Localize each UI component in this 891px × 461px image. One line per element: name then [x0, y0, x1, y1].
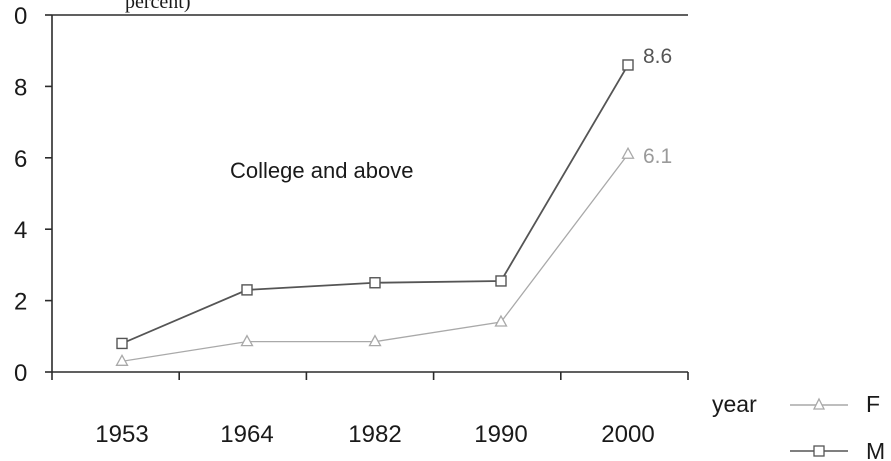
data-point-m [116, 337, 128, 350]
data-point-m [241, 284, 253, 296]
legend-marker-f [812, 397, 826, 410]
y-tick-label: 8 [14, 74, 27, 101]
data-point-m [369, 277, 381, 289]
y-tick-label: 2 [14, 289, 27, 316]
x-tick-label: 1990 [474, 421, 527, 448]
x-tick-label: 1953 [95, 421, 148, 448]
x-tick-label: 1964 [220, 421, 273, 448]
end-label-f: 6.1 [643, 145, 672, 168]
series-layer [115, 59, 635, 366]
series-line-f [121, 153, 629, 362]
x-ticks: 1953 1964 1982 1990 2000 [51, 372, 689, 448]
chart-title-fragment: percent) [125, 0, 191, 13]
data-point-f [494, 314, 508, 327]
end-label-m: 8.6 [643, 45, 672, 68]
legend-label-m: M [866, 438, 885, 461]
legend-label-f: F [866, 391, 880, 417]
y-ticks: 0 2 4 6 8 0 [14, 3, 52, 387]
data-point-m [622, 59, 634, 71]
data-point-f [115, 353, 129, 366]
y-tick-label: 6 [14, 146, 27, 173]
legend-marker-m [813, 445, 825, 457]
y-tick-label: 0 [14, 360, 27, 387]
series-line-m [121, 64, 629, 345]
x-tick-label: 2000 [601, 421, 654, 448]
data-point-f [621, 146, 635, 159]
x-axis-label: year [712, 391, 757, 417]
data-point-f [240, 334, 254, 347]
chart-annotation: College and above [230, 158, 413, 183]
y-tick-label: 0 [14, 3, 27, 30]
legend: F M [790, 391, 885, 461]
y-tick-label: 4 [14, 217, 27, 244]
data-point-f [368, 334, 382, 347]
data-point-m [495, 275, 507, 287]
x-tick-label: 1982 [348, 421, 401, 448]
